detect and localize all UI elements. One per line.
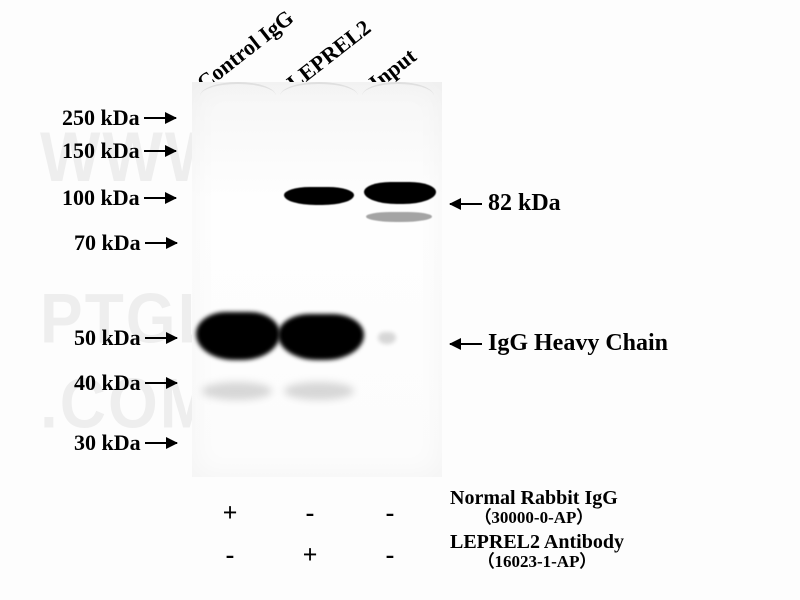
- antibody-name: Normal Rabbit IgG: [450, 488, 618, 509]
- lane-edge: [280, 82, 358, 96]
- arrow-right-icon: [145, 442, 177, 444]
- pm-cell: -: [370, 498, 410, 528]
- band-82kda-lane3: [364, 182, 436, 204]
- pm-cell: +: [290, 540, 330, 570]
- pm-cell: -: [210, 540, 250, 570]
- pm-cell: -: [290, 498, 330, 528]
- mw-marker: 100 kDa: [62, 185, 176, 211]
- annotation-heavy-chain: IgG Heavy Chain: [450, 330, 668, 357]
- annotation-82kda: 82 kDa: [450, 190, 561, 217]
- arrow-left-icon: [450, 343, 482, 345]
- pm-cell: -: [370, 540, 410, 570]
- smudge: [284, 382, 354, 400]
- lane-edge: [362, 82, 434, 96]
- mw-marker: 30 kDa: [74, 430, 177, 456]
- mw-text: 40 kDa: [74, 370, 141, 396]
- arrow-right-icon: [144, 197, 176, 199]
- antibody-catalog: （30000-0-AP）: [450, 509, 618, 527]
- blot-area: [192, 82, 442, 477]
- band-82kda-lane2: [284, 187, 354, 205]
- lane-edge: [200, 82, 276, 96]
- mw-marker: 50 kDa: [74, 325, 177, 351]
- arrow-right-icon: [144, 117, 176, 119]
- arrow-right-icon: [145, 337, 177, 339]
- mw-text: 30 kDa: [74, 430, 141, 456]
- antibody-label-1: Normal Rabbit IgG （30000-0-AP）: [450, 488, 618, 527]
- band-heavy-chain-lane1: [196, 312, 280, 360]
- mw-text: 70 kDa: [74, 230, 141, 256]
- annotation-text: 82 kDa: [488, 190, 561, 217]
- mw-marker: 250 kDa: [62, 105, 176, 131]
- mw-text: 150 kDa: [62, 138, 140, 164]
- pm-cell: +: [210, 498, 250, 528]
- antibody-name: LEPREL2 Antibody: [450, 532, 624, 553]
- mw-marker: 40 kDa: [74, 370, 177, 396]
- band-heavy-chain-lane3: [378, 332, 396, 344]
- smudge: [202, 382, 272, 400]
- mw-text: 250 kDa: [62, 105, 140, 131]
- mw-marker: 150 kDa: [62, 138, 176, 164]
- band-heavy-chain-lane2: [278, 314, 364, 360]
- arrow-right-icon: [145, 242, 177, 244]
- antibody-label-2: LEPREL2 Antibody （16023-1-AP）: [450, 532, 624, 571]
- arrow-left-icon: [450, 203, 482, 205]
- annotation-text: IgG Heavy Chain: [488, 330, 668, 357]
- mw-text: 50 kDa: [74, 325, 141, 351]
- mw-text: 100 kDa: [62, 185, 140, 211]
- antibody-catalog: （16023-1-AP）: [450, 553, 624, 571]
- band-secondary-lane3: [366, 212, 432, 222]
- arrow-right-icon: [144, 150, 176, 152]
- arrow-right-icon: [145, 382, 177, 384]
- western-blot-figure: Control IgG LEPREL2 Input 250 kDa 150 kD…: [0, 0, 800, 600]
- mw-marker: 70 kDa: [74, 230, 177, 256]
